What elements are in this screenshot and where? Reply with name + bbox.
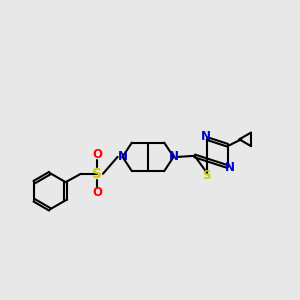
- Text: O: O: [92, 186, 102, 200]
- Text: S: S: [202, 169, 211, 182]
- Text: N: N: [118, 150, 128, 164]
- Text: S: S: [92, 167, 102, 181]
- Text: N: N: [169, 150, 178, 164]
- Text: N: N: [224, 161, 235, 174]
- Text: O: O: [92, 148, 102, 161]
- Text: N: N: [201, 130, 211, 143]
